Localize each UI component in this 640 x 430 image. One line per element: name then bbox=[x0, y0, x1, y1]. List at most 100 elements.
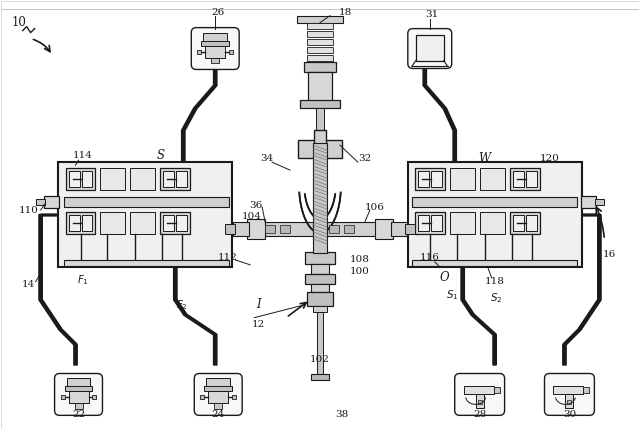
Bar bbox=[307, 46, 333, 52]
Bar bbox=[304, 62, 336, 73]
Bar bbox=[63, 197, 229, 207]
Bar bbox=[316, 108, 324, 143]
Text: 18: 18 bbox=[339, 8, 351, 17]
Text: $F_1$: $F_1$ bbox=[77, 273, 88, 287]
Bar bbox=[247, 219, 265, 239]
Text: 120: 120 bbox=[540, 154, 559, 163]
Bar bbox=[100, 212, 125, 234]
Bar bbox=[554, 387, 584, 394]
Bar bbox=[63, 260, 229, 266]
Text: 106: 106 bbox=[365, 203, 385, 212]
Text: 14: 14 bbox=[22, 280, 35, 289]
Bar bbox=[211, 58, 220, 64]
Text: 114: 114 bbox=[72, 150, 92, 160]
Bar bbox=[131, 168, 156, 190]
Text: W: W bbox=[479, 152, 491, 165]
Text: 100: 100 bbox=[350, 267, 370, 276]
Bar bbox=[61, 396, 65, 399]
Bar bbox=[431, 171, 442, 187]
Bar bbox=[416, 34, 444, 61]
Bar bbox=[176, 215, 188, 231]
Bar bbox=[232, 396, 236, 399]
Text: $S_2$: $S_2$ bbox=[490, 291, 503, 304]
Bar bbox=[297, 15, 343, 23]
Bar bbox=[595, 199, 604, 205]
Bar bbox=[568, 400, 572, 404]
Bar bbox=[311, 375, 329, 381]
Bar bbox=[307, 39, 333, 45]
Text: $S_1$: $S_1$ bbox=[447, 288, 459, 301]
FancyBboxPatch shape bbox=[195, 374, 242, 415]
Bar bbox=[225, 224, 235, 234]
Bar bbox=[581, 196, 596, 208]
Bar bbox=[161, 168, 190, 190]
FancyBboxPatch shape bbox=[408, 29, 452, 68]
Bar bbox=[313, 143, 327, 253]
Bar bbox=[163, 171, 174, 187]
Text: 102: 102 bbox=[310, 355, 330, 364]
Text: 24: 24 bbox=[212, 410, 225, 419]
Bar bbox=[200, 396, 204, 399]
Text: 31: 31 bbox=[425, 10, 438, 19]
Bar bbox=[418, 171, 429, 187]
Bar bbox=[81, 215, 93, 231]
Bar bbox=[311, 284, 329, 292]
Bar bbox=[229, 49, 233, 53]
Bar bbox=[307, 23, 333, 29]
Bar bbox=[204, 33, 227, 43]
Bar bbox=[431, 215, 442, 231]
Bar bbox=[93, 396, 97, 399]
Text: 112: 112 bbox=[218, 253, 238, 262]
Text: 22: 22 bbox=[72, 410, 85, 419]
Bar bbox=[300, 100, 340, 108]
Bar bbox=[208, 391, 228, 403]
Bar bbox=[477, 400, 482, 404]
Bar bbox=[214, 403, 222, 409]
Bar bbox=[525, 215, 536, 231]
Bar bbox=[391, 222, 407, 236]
Bar bbox=[415, 168, 445, 190]
Bar bbox=[233, 222, 249, 236]
Bar bbox=[375, 219, 393, 239]
Bar bbox=[161, 212, 190, 234]
Bar bbox=[405, 224, 415, 234]
Bar bbox=[450, 212, 475, 234]
FancyBboxPatch shape bbox=[54, 374, 102, 415]
Bar bbox=[317, 312, 323, 377]
Text: I: I bbox=[256, 298, 260, 311]
Bar bbox=[205, 46, 225, 58]
Bar bbox=[408, 162, 582, 267]
Bar bbox=[163, 215, 174, 231]
Bar bbox=[464, 387, 493, 394]
Bar bbox=[68, 215, 79, 231]
Bar bbox=[412, 197, 577, 207]
Bar bbox=[584, 387, 589, 393]
Text: 10: 10 bbox=[12, 16, 26, 29]
Text: 108: 108 bbox=[350, 255, 370, 264]
Text: S: S bbox=[156, 149, 164, 162]
Bar bbox=[566, 394, 573, 408]
Bar bbox=[509, 168, 540, 190]
Text: 32: 32 bbox=[358, 154, 372, 163]
Bar bbox=[58, 162, 232, 267]
Bar bbox=[263, 222, 313, 236]
Text: 36: 36 bbox=[250, 200, 263, 209]
Bar bbox=[197, 49, 201, 53]
Text: 110: 110 bbox=[19, 206, 38, 215]
Bar bbox=[479, 212, 504, 234]
Bar bbox=[329, 225, 339, 233]
Bar bbox=[314, 130, 326, 168]
Bar bbox=[36, 199, 45, 205]
Bar bbox=[67, 378, 90, 388]
Bar bbox=[313, 306, 327, 312]
Bar bbox=[344, 225, 354, 233]
Bar bbox=[100, 168, 125, 190]
Bar bbox=[305, 252, 335, 264]
Bar bbox=[65, 168, 95, 190]
Text: 118: 118 bbox=[484, 277, 504, 286]
Bar bbox=[131, 212, 156, 234]
Text: 38: 38 bbox=[335, 410, 349, 419]
Bar bbox=[305, 274, 335, 284]
Bar bbox=[412, 260, 577, 266]
Bar bbox=[44, 196, 59, 208]
